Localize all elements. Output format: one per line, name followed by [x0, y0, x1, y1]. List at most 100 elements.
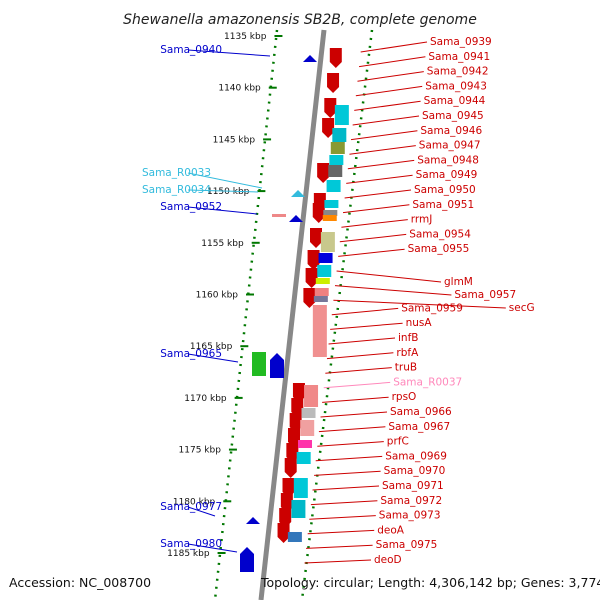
right-leader-line — [352, 115, 420, 126]
left-leader-line — [187, 206, 258, 215]
tick-label: 1175 kbp — [179, 446, 222, 456]
tick-label: 1135 kbp — [224, 32, 267, 42]
gene-label: Sama_0969 — [385, 450, 447, 462]
gene-label: Sama_0955 — [408, 243, 470, 255]
gene-label: Sama_0972 — [380, 495, 442, 507]
right-leader-line — [342, 204, 410, 214]
right-leader-line — [304, 559, 372, 564]
accession-text: Accession: NC_008700 — [9, 575, 151, 590]
plus-strand-gene — [240, 547, 254, 572]
gene-block — [291, 500, 306, 518]
gene-block — [320, 232, 335, 252]
gene-label: Sama_0970 — [384, 465, 446, 477]
right-leader-line — [346, 174, 413, 184]
gene-label: Sama_0977 — [160, 501, 222, 513]
minus-strand-gene — [303, 288, 316, 308]
gene-label: Sama_0950 — [414, 184, 476, 196]
gene-block — [324, 200, 339, 208]
tick-label: 1160 kbp — [196, 291, 239, 301]
tick-label: 1170 kbp — [184, 394, 227, 404]
gene-label: Sama_0942 — [427, 66, 489, 78]
right-leader-line — [355, 85, 423, 97]
gene-block — [323, 210, 338, 216]
gene-label: Sama_0957 — [454, 289, 516, 301]
left-leader-line — [187, 543, 238, 553]
gene-label: rpsO — [392, 391, 417, 403]
right-leader-line — [350, 130, 418, 141]
gene-block — [329, 155, 344, 165]
tick-label: 1185 kbp — [167, 549, 210, 559]
gene-block — [296, 452, 311, 464]
gene-block — [334, 105, 349, 125]
gene-block — [312, 305, 327, 357]
tick-label: 1145 kbp — [213, 135, 256, 145]
right-leader-line — [330, 322, 403, 330]
right-gene-labels: Sama_0939 Sama_0941 Sama_0942 Sama_0943 Sama… — [304, 36, 535, 566]
plus-strand-gene — [289, 215, 303, 222]
right-leader-line — [333, 299, 506, 309]
gene-label: Sama_0954 — [409, 228, 471, 240]
gene-block — [326, 180, 341, 192]
gene-label: Sama_0952 — [160, 201, 222, 213]
gene-label: Sama_0980 — [160, 538, 222, 550]
minus-strand-gene — [277, 523, 290, 543]
right-leader-line — [360, 41, 428, 53]
right-leader-line — [354, 100, 421, 111]
right-leader-line — [306, 544, 373, 549]
gene-label: Sama_0940 — [160, 44, 222, 56]
gene-label: infB — [398, 332, 418, 344]
right-leader-line — [347, 159, 415, 170]
right-leader-line — [334, 285, 452, 296]
right-leader-line — [312, 485, 380, 491]
gene-label: Sama_0971 — [382, 480, 444, 492]
right-leader-line — [344, 189, 412, 199]
gene-label: Sama_0948 — [417, 154, 479, 166]
gene-block — [330, 142, 345, 154]
right-leader-line — [310, 500, 378, 506]
plus-strand-gene — [246, 517, 260, 524]
right-leader-line — [322, 396, 389, 403]
tick-label: 1155 kbp — [201, 239, 244, 249]
gene-block — [301, 408, 316, 418]
gene-block — [318, 253, 333, 263]
gene-label: Sama_0951 — [412, 199, 474, 211]
minus-strand-gene — [322, 118, 335, 138]
gene-label: Sama_R0034 — [142, 184, 211, 196]
plus-strand-gene — [303, 55, 317, 62]
gene-label: glmM — [444, 276, 473, 288]
gene-label: secG — [509, 302, 535, 314]
gene-label: Sama_R0037 — [393, 376, 462, 388]
minus-strand-gene — [327, 73, 340, 93]
gene-label: Sama_0965 — [160, 348, 222, 360]
right-leader-line — [349, 145, 416, 155]
minus-strand-gene — [284, 458, 297, 478]
plus-strand-gene — [252, 352, 266, 376]
gene-label: Sama_0945 — [422, 110, 484, 122]
minus-strand-gene — [312, 203, 325, 223]
gene-block — [313, 296, 328, 302]
gene-label: Sama_0949 — [416, 169, 478, 181]
gene-block — [315, 278, 330, 284]
gene-label: Sama_0943 — [425, 80, 487, 92]
tick-label: 1165 kbp — [190, 342, 233, 352]
minus-strand-gene — [317, 163, 330, 183]
left-leader-line — [187, 49, 271, 57]
rrna-gene — [272, 214, 286, 217]
gene-label: rrmJ — [411, 214, 433, 226]
gene-block — [300, 420, 315, 436]
left-leader-line — [187, 172, 263, 189]
gene-block — [304, 385, 319, 407]
gene-label: Sama_0959 — [401, 302, 463, 314]
gene-label: Sama_0946 — [420, 125, 482, 137]
plus-strand-gene — [270, 353, 284, 378]
gene-label: deoD — [374, 554, 402, 566]
gene-block — [328, 165, 343, 177]
right-leader-line — [359, 56, 426, 68]
right-leader-line — [328, 337, 396, 345]
gene-label: Sama_0973 — [379, 510, 441, 522]
right-leader-line — [314, 470, 381, 476]
gene-label: truB — [395, 362, 417, 374]
map-title: Shewanella amazonensis SB2B, complete ge… — [123, 12, 477, 28]
plus-strand-gene — [291, 190, 305, 197]
